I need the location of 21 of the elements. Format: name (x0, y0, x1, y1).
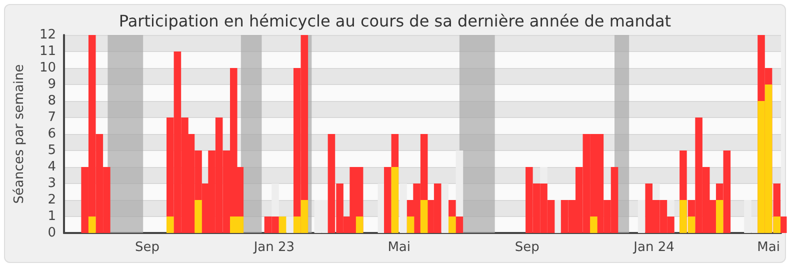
y-tick-label: 10 (39, 60, 56, 76)
y-tick-label: 4 (48, 160, 56, 174)
x-tick-label: Jan 24 (632, 240, 674, 255)
x-tick-label: Mai (388, 240, 410, 255)
y-tick-label: 6 (48, 126, 56, 142)
y-tick-label: 7 (48, 110, 56, 125)
x-tick-label: Mai (757, 240, 780, 255)
y-axis-title: Séances par semaine (12, 64, 27, 204)
y-tick-label: 11 (39, 44, 56, 59)
x-tick-label: Sep (514, 240, 540, 255)
y-tick-label: 2 (48, 192, 56, 208)
y-tick-label: 0 (48, 226, 56, 240)
chart-title: Participation en hémicycle au cours de sa dernière année de mandat (118, 12, 672, 30)
x-tick-label: Jan 23 (252, 240, 295, 255)
y-tick-label: 1 (48, 209, 56, 224)
y-tick-label: 12 (39, 28, 56, 42)
y-tick-label: 8 (48, 94, 56, 108)
y-tick-label: 5 (48, 143, 56, 158)
y-tick-label: 9 (48, 77, 56, 92)
x-tick-label: Sep (134, 240, 160, 255)
y-tick-label: 3 (48, 176, 56, 191)
